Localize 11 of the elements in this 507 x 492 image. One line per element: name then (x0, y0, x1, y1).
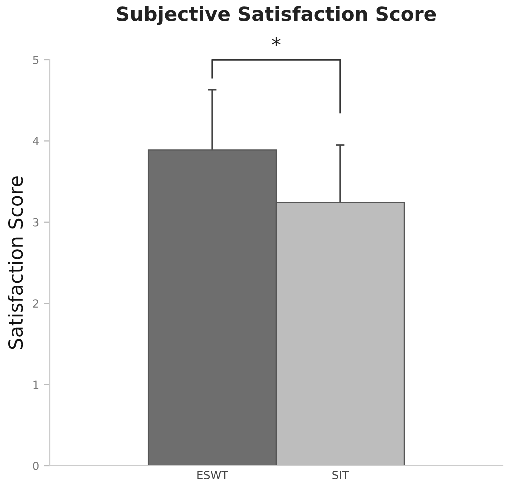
x-tick-label: SIT (332, 471, 350, 480)
y-tick-label: 5 (33, 56, 39, 64)
y-tick-label: 2 (33, 300, 38, 308)
y-tick-label: 4 (33, 137, 39, 146)
chart-title: Subjective Satisfaction Score (117, 6, 436, 26)
y-tick-label: 0 (33, 462, 39, 470)
y-tick-label: 1 (34, 380, 39, 390)
y-axis-title: Satisfaction Score (8, 176, 24, 350)
y-tick-label: 3 (33, 218, 39, 227)
x-tick-label: ESWT (198, 471, 228, 480)
text: * (272, 37, 281, 46)
